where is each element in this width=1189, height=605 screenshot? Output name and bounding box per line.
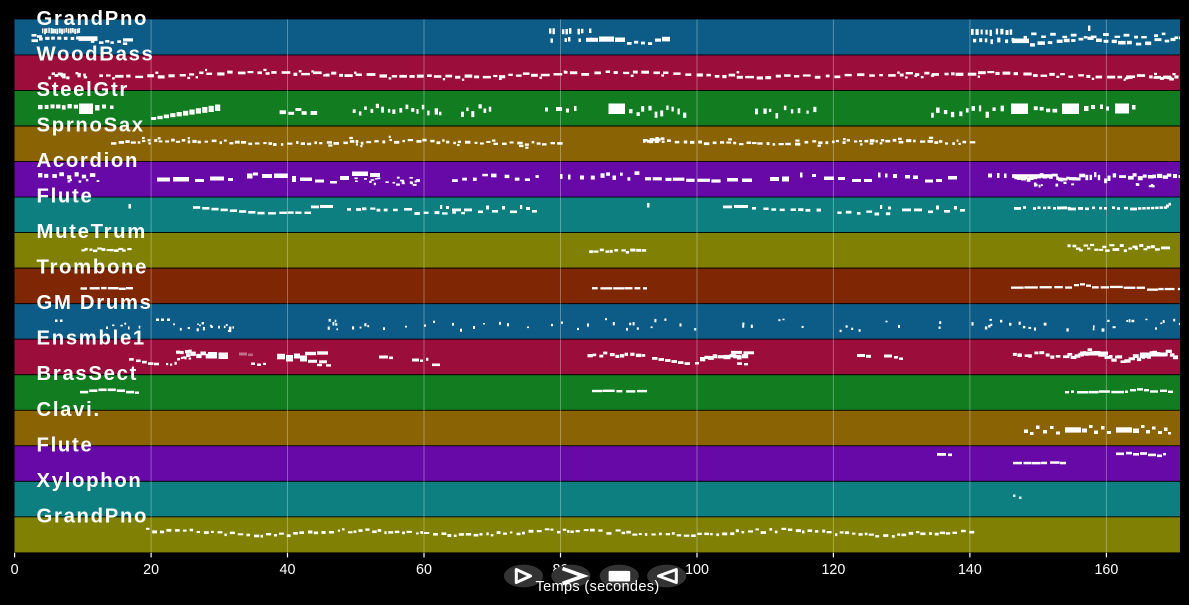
svg-text:120: 120 <box>821 562 845 578</box>
svg-text:GM Drums: GM Drums <box>37 292 153 314</box>
svg-text:40: 40 <box>280 562 296 578</box>
svg-text:100: 100 <box>685 562 709 578</box>
svg-text:GrandPno: GrandPno <box>37 8 149 30</box>
svg-text:Trombone: Trombone <box>37 257 149 279</box>
svg-text:BrasSect: BrasSect <box>37 363 139 385</box>
svg-text:Flute: Flute <box>37 186 94 208</box>
svg-text:MuteTrum: MuteTrum <box>37 221 148 243</box>
svg-text:Ensmble1: Ensmble1 <box>37 328 146 350</box>
svg-text:140: 140 <box>958 562 982 578</box>
svg-text:GrandPno: GrandPno <box>37 505 149 527</box>
svg-text:SprnoSax: SprnoSax <box>37 115 145 137</box>
svg-text:WoodBass: WoodBass <box>37 43 155 65</box>
svg-text:0: 0 <box>11 562 19 578</box>
svg-text:Acordion: Acordion <box>37 150 140 172</box>
svg-text:60: 60 <box>416 562 432 578</box>
svg-text:Flute: Flute <box>37 434 94 456</box>
svg-text:Clavi.: Clavi. <box>37 399 101 421</box>
svg-text:SteelGtr: SteelGtr <box>37 79 130 101</box>
svg-text:Temps (secondes): Temps (secondes) <box>535 579 659 595</box>
svg-text:Xylophon: Xylophon <box>37 470 143 492</box>
svg-text:20: 20 <box>143 562 159 578</box>
svg-text:160: 160 <box>1094 562 1118 578</box>
